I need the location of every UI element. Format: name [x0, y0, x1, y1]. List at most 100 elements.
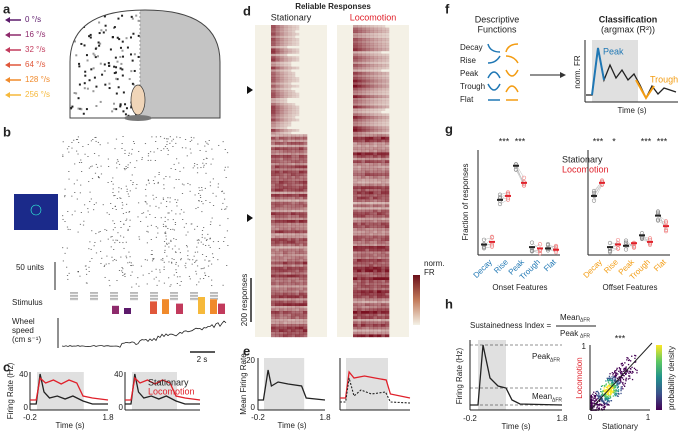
scatter-point	[616, 383, 618, 385]
heat-cell	[381, 290, 386, 293]
heat-cell	[365, 321, 370, 325]
heat-cell	[361, 121, 366, 124]
spike	[207, 265, 210, 267]
heat-cell	[283, 97, 288, 101]
spike	[176, 136, 178, 138]
dot	[115, 77, 118, 80]
heat-cell	[295, 222, 300, 226]
heat-cell	[385, 188, 390, 192]
spike	[141, 213, 143, 214]
heat-cell	[357, 279, 362, 283]
stim-tick	[170, 295, 178, 296]
heat-cell	[357, 134, 362, 137]
x-tick-label: -0.2	[23, 413, 37, 422]
spike	[124, 149, 126, 151]
scatter-point	[607, 392, 610, 394]
spike	[170, 284, 172, 286]
spike	[132, 264, 134, 266]
heat-cell	[299, 313, 304, 317]
heat-cell	[295, 220, 300, 223]
heat-cell	[357, 108, 362, 111]
spike	[167, 149, 170, 151]
scatter-point	[611, 386, 614, 388]
spike	[131, 148, 133, 150]
dot	[135, 14, 138, 17]
heat-cell	[279, 155, 284, 158]
pair-line	[593, 184, 603, 196]
heat-cell	[283, 300, 288, 304]
heat-cell	[369, 201, 374, 205]
heat-cell	[377, 152, 382, 156]
scatter-point	[624, 367, 626, 369]
heat-cell	[353, 113, 358, 117]
heat-cell	[385, 233, 390, 236]
heat-cell	[271, 149, 276, 153]
heat-cell	[275, 313, 280, 317]
spike	[110, 246, 112, 248]
heat-cell	[385, 40, 390, 44]
heat-cell	[353, 233, 358, 236]
heat-cell	[287, 225, 292, 228]
heat-cell	[271, 290, 276, 293]
heat-cell	[353, 264, 358, 267]
heat-cell	[275, 191, 280, 195]
spike	[163, 148, 165, 150]
spike	[134, 167, 136, 168]
heat-cell	[357, 48, 362, 52]
function-name: Trough	[460, 82, 485, 91]
dot	[92, 67, 95, 70]
heat-cell	[295, 170, 300, 174]
scatter-point	[615, 374, 617, 377]
scatter-point	[609, 388, 611, 391]
heat-cell	[291, 110, 296, 114]
heat-cell	[291, 233, 296, 236]
heat-cell	[275, 170, 280, 174]
heat-cell	[357, 168, 362, 171]
spike	[204, 187, 206, 189]
heat-cell	[353, 334, 358, 338]
heat-cell	[287, 66, 292, 70]
heat-cell	[385, 212, 390, 215]
spike	[177, 199, 179, 201]
heat-cell	[295, 230, 300, 234]
heat-cell	[295, 269, 300, 273]
heat-cell	[275, 157, 280, 161]
heat-cell	[283, 32, 288, 36]
heat-cell	[295, 248, 300, 252]
spike	[101, 257, 103, 259]
spike	[159, 271, 161, 273]
heat-cell	[353, 40, 358, 44]
colorbar-label: FR	[424, 268, 435, 277]
scatter-point	[613, 387, 615, 389]
heat-cell	[275, 334, 280, 338]
stim-tick	[130, 295, 138, 296]
spike	[100, 173, 103, 175]
heat-cell	[381, 32, 386, 36]
heat-cell	[287, 25, 292, 28]
heat-cell	[353, 142, 358, 145]
heat-cell	[361, 116, 366, 119]
spike	[181, 183, 184, 185]
heat-cell	[353, 292, 358, 296]
heat-cell	[357, 214, 362, 218]
heat-cell	[275, 58, 280, 62]
heat-cell	[369, 300, 374, 304]
heat-cell	[377, 222, 382, 226]
spike	[227, 166, 229, 168]
heat-cell	[361, 53, 366, 57]
scatter-point	[621, 365, 623, 367]
heat-cell	[287, 313, 292, 317]
heat-cell	[287, 259, 292, 262]
heat-cell	[373, 45, 378, 49]
heat-cell	[361, 191, 366, 195]
dot	[78, 65, 81, 68]
heat-cell	[381, 139, 386, 143]
heat-cell	[295, 334, 300, 338]
scatter-point	[608, 401, 610, 403]
heat-cell	[303, 285, 308, 288]
spike	[114, 227, 116, 229]
heat-cell	[373, 222, 378, 226]
heat-cell	[279, 48, 284, 52]
heat-cell	[357, 292, 362, 296]
heat-cell	[365, 69, 370, 72]
